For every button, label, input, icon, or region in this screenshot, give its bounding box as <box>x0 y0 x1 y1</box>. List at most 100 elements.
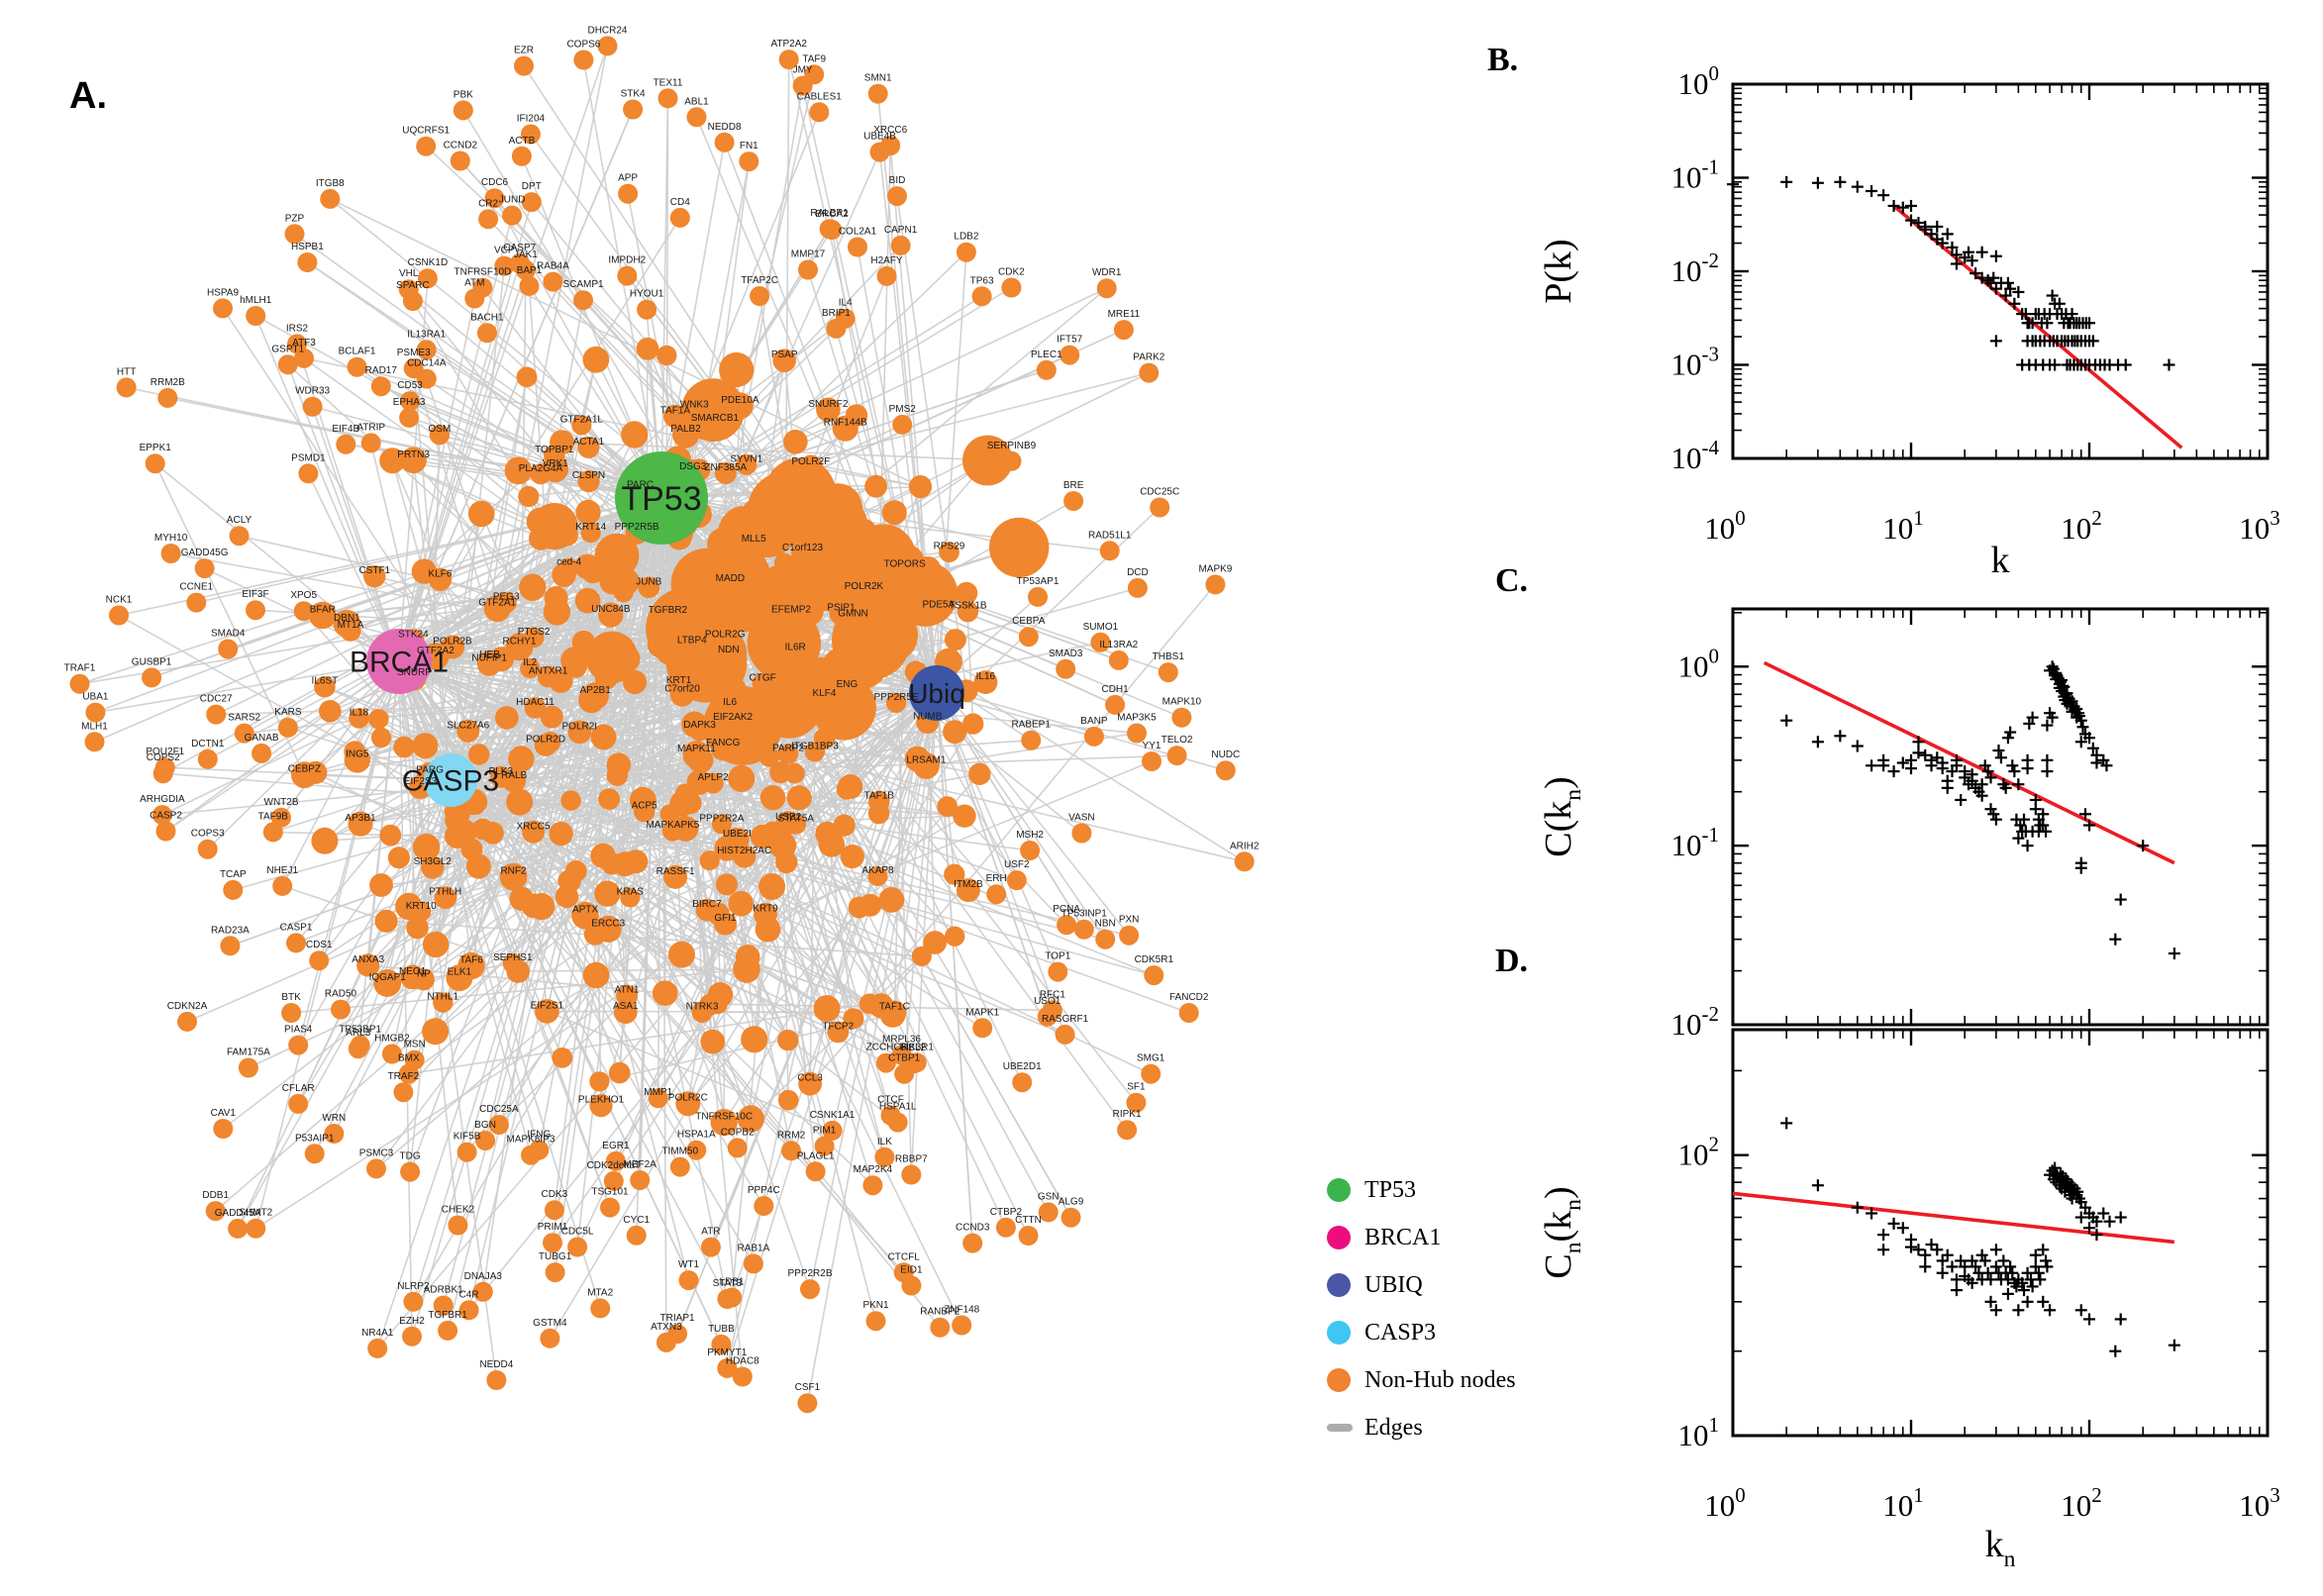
node-label: TCAP <box>220 869 247 880</box>
node-label: PXN <box>1119 915 1140 926</box>
node-label: JAK1 <box>514 249 538 260</box>
node-label: DAPK3 <box>683 720 716 731</box>
network-node <box>739 151 759 172</box>
network-node <box>402 1326 422 1347</box>
edge-line-icon <box>1327 1424 1353 1432</box>
scatter-points <box>1780 660 2180 960</box>
network-node <box>1038 1202 1059 1223</box>
node-label: ATXN3 <box>651 1322 682 1333</box>
node-label: GTF2A1 <box>478 598 516 609</box>
node-label: CTTN <box>1015 1215 1042 1226</box>
tick-label: 10-1 <box>1671 823 1720 862</box>
node-label: CCNE1 <box>179 582 213 593</box>
network-node <box>567 1237 588 1257</box>
network-node <box>606 752 631 777</box>
network-node <box>530 463 552 485</box>
node-label: BCLAF1 <box>339 347 376 357</box>
network-node <box>681 378 745 443</box>
node-label: EIF2AK2 <box>713 712 753 723</box>
node-label: SMG1 <box>1137 1053 1165 1064</box>
node-label: COPS3 <box>191 829 225 840</box>
node-label: SF1 <box>1127 1082 1146 1093</box>
node-label: HSPA1A <box>677 1130 716 1141</box>
tick-label: 100 <box>1704 506 1746 546</box>
network-node <box>786 785 812 811</box>
node-label: KRT14 <box>575 522 606 533</box>
node-label: BGN <box>474 1120 496 1131</box>
node-labels: RNF144B C1orf123 HDAC11 MLL5 ITGB1BP3 ANXA3 ZN… <box>64 25 1260 1393</box>
node-label: STAT3 <box>713 1278 743 1289</box>
node-label: ANTXR1 <box>529 665 568 676</box>
node-label: SMN1 <box>864 73 892 84</box>
network-node <box>594 666 618 690</box>
panel-c-label: C. <box>1495 562 1529 599</box>
node-label: KRT9 <box>753 904 778 915</box>
network-node <box>416 136 437 156</box>
node-label: IMPDH2 <box>608 255 646 266</box>
node-label: SMAD4 <box>211 629 246 640</box>
node-label: ACLY <box>227 515 252 526</box>
node-label: ZCCHC8 <box>866 1043 907 1053</box>
node-label: BANP <box>1080 716 1108 727</box>
node-label: MAPK11 <box>677 744 716 754</box>
network-node <box>422 1018 450 1046</box>
network-node <box>773 552 795 573</box>
network-node <box>652 980 678 1006</box>
node-label: IL6R <box>785 643 806 653</box>
network-node <box>798 259 818 280</box>
node-label: AP2B1 <box>580 685 612 696</box>
node-label: BMX <box>398 1053 420 1064</box>
network-node <box>674 783 695 804</box>
network-node <box>478 209 499 230</box>
node-label: DSG3 <box>679 461 707 472</box>
tick-label: 10-4 <box>1671 436 1720 475</box>
network-node <box>573 50 594 70</box>
scatter-points <box>1780 1117 2180 1357</box>
network-node <box>519 275 540 296</box>
network-node <box>246 600 265 621</box>
network-node <box>750 286 770 306</box>
node-label: USF2 <box>1004 859 1030 870</box>
network-node <box>930 1317 951 1338</box>
node-label: PCNA <box>1053 904 1080 915</box>
network-node <box>412 733 439 759</box>
network-node <box>152 805 172 826</box>
network-node <box>699 850 720 871</box>
network-node <box>777 1029 799 1051</box>
clustering-coefficient-plot: 100 10-1 10-2 C(kn​) <box>1538 607 2270 1042</box>
network-node <box>1057 915 1077 936</box>
network-node <box>504 456 533 485</box>
plot-frame <box>1731 607 2270 1027</box>
network-node <box>663 404 687 429</box>
node-label: TP53BP1 <box>339 1025 381 1036</box>
node-label: C4R <box>459 1289 479 1300</box>
node-label: IQGAP1 <box>369 972 407 983</box>
node-label: GUSBP1 <box>132 656 172 667</box>
legend-item-tp53: TP53 <box>1327 1166 1516 1214</box>
network-node <box>468 744 490 765</box>
node-label: C1orf123 <box>782 543 824 553</box>
network-node <box>811 685 838 713</box>
network-node <box>484 188 505 209</box>
network-node <box>370 376 391 397</box>
network-node <box>448 1215 468 1236</box>
network-node <box>714 600 737 623</box>
node-label: MAPK9 <box>1198 563 1232 574</box>
node-label: NDN <box>718 645 740 655</box>
node-label: GADD45A <box>215 1208 261 1219</box>
network-node <box>1036 359 1057 380</box>
network-node <box>848 237 867 257</box>
node-label: WT1 <box>678 1259 700 1270</box>
node-label: PKN1 <box>862 1300 889 1311</box>
network-node <box>867 866 888 886</box>
network-node <box>1018 627 1039 648</box>
node-label: CAV1 <box>211 1108 237 1119</box>
network-node <box>597 36 618 56</box>
node-label: GTF2A2 <box>417 646 454 656</box>
network-node <box>472 1281 493 1302</box>
node-label: ATRIP <box>356 422 385 433</box>
network-node <box>659 804 680 825</box>
node-label: KRAS <box>617 887 645 898</box>
network-node <box>776 811 801 836</box>
node-label: TP53AP1 <box>1017 576 1060 587</box>
